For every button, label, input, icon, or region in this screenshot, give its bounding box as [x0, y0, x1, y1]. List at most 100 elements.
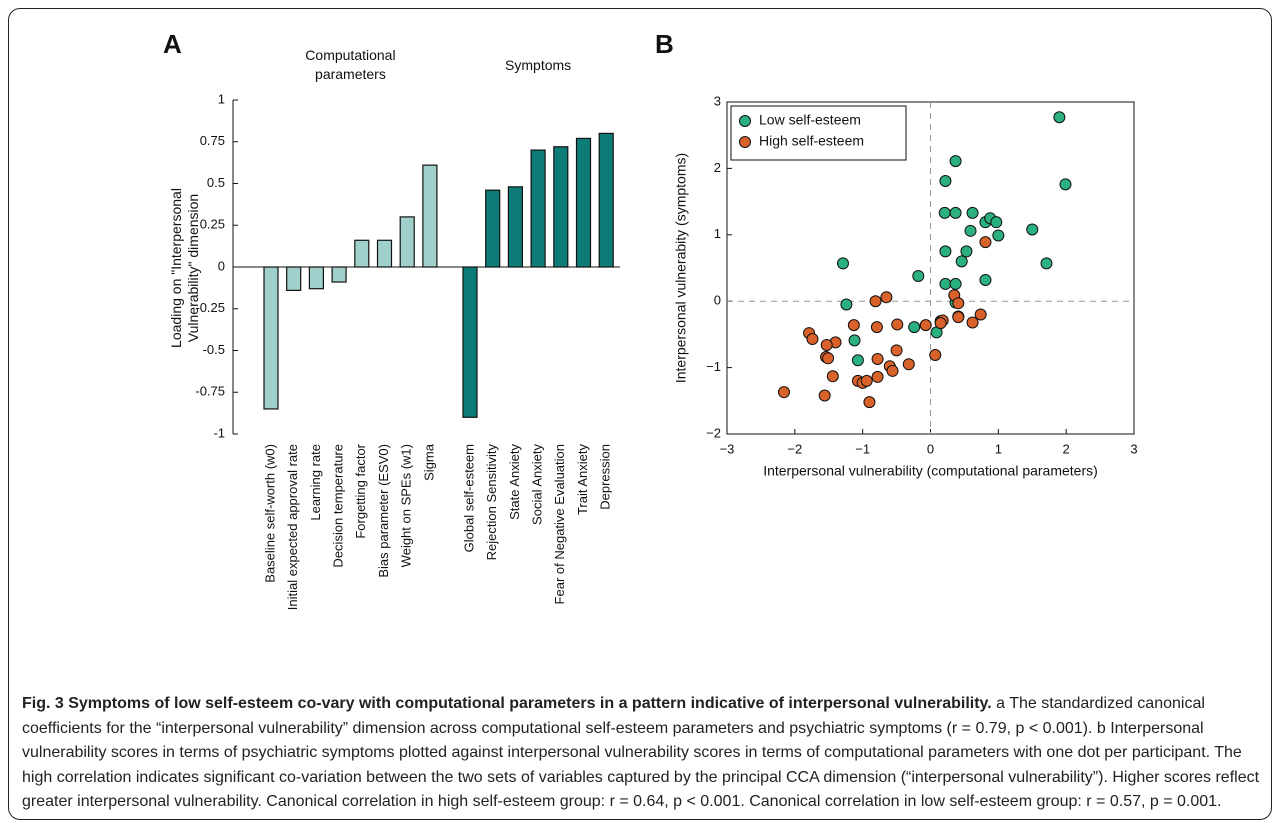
point [890, 344, 903, 357]
y-tick-label: -1 [213, 425, 225, 440]
x-tick-label: Fear of Negative Evaluation [552, 444, 567, 604]
point [870, 321, 883, 334]
point [847, 319, 860, 332]
point [1040, 257, 1053, 270]
point [960, 245, 973, 258]
x-tick-label: Sigma [421, 443, 436, 481]
point [818, 389, 831, 402]
point [974, 308, 987, 321]
y-tick-label: 3 [714, 93, 721, 108]
point [939, 245, 952, 258]
x-tick-label: 1 [995, 441, 1002, 456]
x-tick-label: Baseline self-worth (w0) [262, 444, 277, 583]
point [964, 224, 977, 237]
x-tick-label: Trait Anxiety [575, 444, 590, 516]
y-tick-label: −1 [706, 359, 721, 374]
point [938, 206, 951, 219]
caption-body: a The standardized canonical coefficient… [22, 695, 1260, 810]
point [1059, 178, 1072, 191]
point [1053, 111, 1066, 124]
point [1026, 223, 1039, 236]
point [860, 374, 873, 387]
bar [485, 189, 501, 268]
bar [376, 239, 393, 268]
panel-label: B [655, 29, 674, 59]
point [869, 295, 882, 308]
group-header: Computational parameters [305, 47, 396, 82]
point [912, 269, 925, 282]
point [863, 396, 876, 409]
x-tick-label: 3 [1130, 441, 1137, 456]
y-tick-label: 1 [714, 226, 721, 241]
point [826, 370, 839, 383]
x-tick-label: Decision temperature [331, 444, 346, 568]
bar [575, 137, 592, 268]
point [822, 352, 835, 365]
bar [530, 149, 546, 268]
point [908, 321, 921, 334]
point [848, 334, 861, 347]
point [880, 291, 893, 304]
legend-marker [739, 115, 751, 127]
x-tick-label: −2 [787, 441, 802, 456]
point [949, 155, 962, 168]
bar [263, 266, 279, 410]
y-tick-label: -0.5 [203, 342, 225, 357]
bar [553, 146, 569, 268]
point [840, 298, 853, 311]
figure-frame [8, 8, 1272, 820]
x-tick-label: Initial expected approval rate [285, 444, 300, 610]
point [820, 339, 833, 352]
y-tick-label: 0.5 [207, 175, 225, 190]
point [777, 386, 790, 399]
point [851, 354, 864, 367]
point [949, 277, 962, 290]
bar [507, 186, 523, 268]
point [952, 297, 965, 310]
point [871, 370, 884, 383]
legend-label: High self-esteem [759, 133, 864, 149]
point [902, 358, 915, 371]
x-tick-label: Weight on SPEs (w1) [399, 444, 414, 567]
point [966, 316, 979, 329]
bar [598, 132, 614, 268]
bar [354, 239, 370, 268]
point [871, 352, 884, 365]
point [952, 311, 965, 324]
x-tick-label: Rejection Sensitivity [484, 444, 499, 561]
bar [399, 216, 415, 268]
x-tick-label: Forgetting factor [353, 443, 368, 538]
x-tick-label: Learning rate [308, 444, 323, 521]
x-tick-label: Social Anxiety [530, 444, 545, 525]
point [990, 216, 1003, 229]
point [979, 273, 992, 286]
point [919, 319, 932, 332]
point [992, 229, 1005, 242]
y-tick-label: 0.25 [200, 217, 225, 232]
bar [308, 266, 324, 290]
y-axis-label: Loading on "Interpersonal Vulnerability"… [168, 188, 201, 348]
x-tick-label: Global self-esteem [461, 444, 476, 552]
x-tick-label: −3 [720, 441, 735, 456]
x-tick-label: Depression [598, 444, 613, 510]
point [836, 257, 849, 270]
group-header: Symptoms [505, 57, 572, 73]
legend-box [730, 105, 907, 161]
panel-label: A [163, 29, 182, 59]
y-tick-label: 1 [218, 91, 225, 106]
y-tick-label: 0 [218, 258, 225, 273]
bar [462, 266, 478, 418]
point [939, 175, 952, 188]
y-tick-label: 2 [714, 160, 721, 175]
legend-label: Low self-esteem [759, 112, 861, 128]
x-tick-label: −1 [855, 441, 870, 456]
caption: Fig. 3 Symptoms of low self-esteem co-va… [22, 692, 1262, 815]
caption-title: Fig. 3 Symptoms of low self-esteem co-va… [22, 695, 992, 712]
point [979, 236, 992, 249]
point [886, 364, 899, 377]
x-tick-label: 0 [927, 441, 934, 456]
point [966, 206, 979, 219]
x-tick-label: Bias parameter (ESV0) [376, 444, 391, 578]
y-tick-label: -0.25 [195, 300, 225, 315]
point [891, 318, 904, 331]
